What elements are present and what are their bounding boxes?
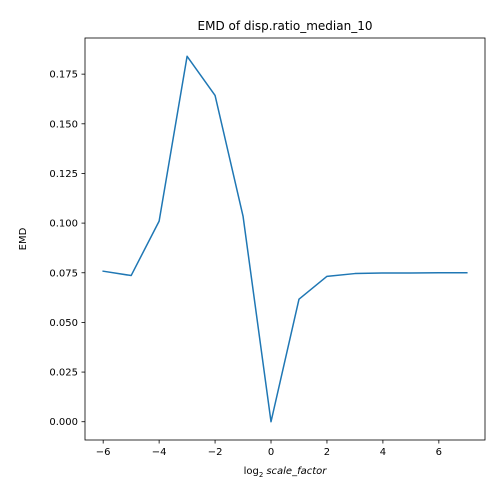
chart-title: EMD of disp.ratio_median_10 [198,19,373,33]
y-axis-label: EMD [18,227,29,250]
x-tick-label: −2 [208,447,223,458]
y-tick-label: 0.000 [49,417,78,428]
data-series [102,55,468,423]
x-tick-label: 4 [380,447,386,458]
x-tick-label: −6 [96,447,111,458]
y-tick-label: 0.125 [49,169,78,180]
x-axis-label: log2 scale_factor [244,466,328,479]
plot-frame [84,37,486,441]
series-line [102,55,468,423]
y-tick-label: 0.075 [49,268,78,279]
y-tick-label: 0.175 [49,70,78,81]
x-axis-ticks: −6 −4 −2 0 2 4 6 [96,440,442,458]
x-axis-label-subscript: 2 [259,471,263,479]
x-tick-label: −4 [152,447,167,458]
y-tick-label: 0.050 [49,318,78,329]
y-tick-label: 0.025 [49,368,78,379]
y-tick-label: 0.150 [49,119,78,130]
x-axis-label-variable: scale_factor [266,466,327,477]
x-tick-label: 0 [268,447,274,458]
x-axis-label-base: log [244,466,259,477]
y-tick-label: 0.100 [49,219,78,230]
y-axis-ticks: 0.000 0.025 0.050 0.075 0.100 0.125 0.150 0.175 [49,70,85,428]
x-tick-label: 6 [436,447,442,458]
x-tick-label: 2 [324,447,330,458]
